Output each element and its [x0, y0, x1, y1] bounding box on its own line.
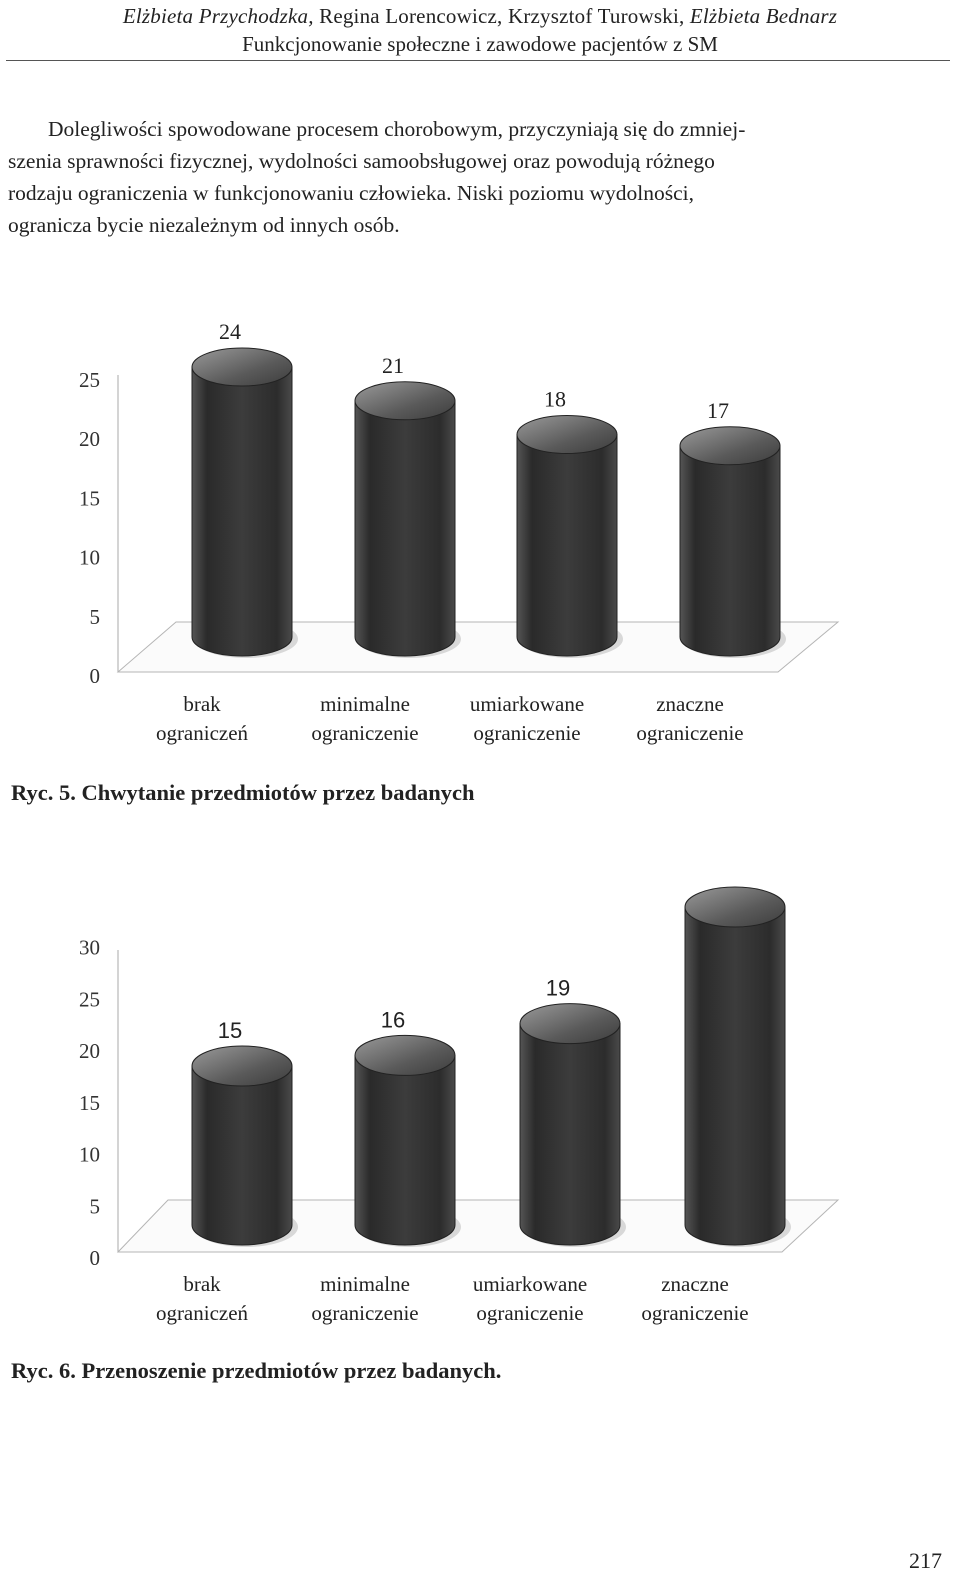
chart-floor: [116, 1199, 840, 1253]
x-tick-label: ograniczenie: [311, 721, 418, 745]
figure-6-chart: 0 5 10 15 20 25 30 15 brak ograniczeń 16 minimalne o…: [0, 880, 960, 1350]
x-tick-label: ograniczenie: [476, 1301, 583, 1325]
x-tick-label: umiarkowane: [473, 1272, 587, 1296]
data-label: 18: [544, 387, 566, 412]
x-tick-label: ograniczeń: [156, 721, 249, 745]
figure-5-svg: 0 5 10 15 20 25 24 brak ograniczeń 21 minimalne ogr…: [79, 319, 840, 745]
data-label: 17: [707, 398, 729, 423]
y-tick-label: 25: [79, 987, 100, 1011]
bar: [354, 381, 461, 658]
author-4: Elżbieta Bednarz: [684, 4, 838, 28]
author-1: Elżbieta Przychodzka,: [122, 4, 314, 28]
figure-6-svg: 0 5 10 15 20 25 30 15 brak ograniczeń 16 minimalne o…: [79, 880, 840, 1325]
x-tick-label: minimalne: [320, 692, 410, 716]
x-tick-label: znaczne: [656, 692, 724, 716]
figure-5-chart: 0 5 10 15 20 25 24 brak ograniczeń 21 minimalne ogr…: [0, 300, 960, 760]
y-tick-label: 5: [90, 1194, 101, 1218]
x-tick-label: minimalne: [320, 1272, 410, 1296]
x-tick-label: ograniczenie: [311, 1301, 418, 1325]
data-label: 16: [381, 1007, 405, 1032]
header-rule: [6, 60, 950, 61]
paragraph-line: rodzaju ograniczenia w funkcjonowaniu cz…: [8, 181, 695, 205]
bar: [354, 1034, 461, 1247]
data-label: 19: [546, 976, 570, 1001]
page-number: 217: [909, 1548, 942, 1573]
paragraph-line: Dolegliwości spowodowane procesem chorob…: [48, 117, 746, 141]
paragraph-line: ogranicza bycie niezależnym od innych os…: [8, 213, 400, 237]
bar: [516, 415, 623, 658]
header-subtitle: Funkcjonowanie społeczne i zawodowe pacj…: [242, 32, 718, 56]
x-tick-label: ograniczeń: [156, 1301, 249, 1325]
x-tick-label: znaczne: [661, 1272, 729, 1296]
x-tick-label: ograniczenie: [641, 1301, 748, 1325]
y-tick-label: 10: [79, 1143, 100, 1167]
y-tick-label: 15: [79, 1091, 100, 1115]
x-tick-label: ograniczenie: [636, 721, 743, 745]
y-tick-label: 20: [79, 1039, 100, 1063]
bar: [519, 1003, 626, 1247]
data-label: 30: [711, 880, 735, 884]
x-tick-label: brak: [183, 1272, 221, 1296]
authors-middle: Regina Lorencowicz, Krzysztof Turowski,: [313, 4, 685, 28]
chart-floor: [116, 621, 840, 673]
header-authors: Elżbieta Przychodzka, Regina Lorencowicz…: [0, 2, 960, 30]
data-label: 24: [219, 319, 241, 344]
y-tick-label: 0: [90, 1246, 101, 1270]
bar: [684, 886, 791, 1247]
x-tick-label: umiarkowane: [470, 692, 584, 716]
data-label: 15: [218, 1018, 242, 1043]
figure-6-caption: Ryc. 6. Przenoszenie przedmiotów przez b…: [11, 1358, 502, 1383]
y-tick-label: 30: [79, 936, 100, 960]
paragraph-line: szenia sprawności fizycznej, wydolności …: [8, 149, 715, 173]
x-tick-label: brak: [183, 692, 221, 716]
bar: [191, 1045, 298, 1247]
running-header: Elżbieta Przychodzka, Regina Lorencowicz…: [0, 0, 960, 58]
x-tick-label: ograniczenie: [473, 721, 580, 745]
figure-5-caption: Ryc. 5. Chwytanie przedmiotów przez bada…: [11, 780, 475, 805]
y-tick-label: 15: [79, 486, 100, 510]
bar: [679, 426, 786, 658]
y-tick-label: 10: [79, 546, 100, 570]
y-tick-label: 5: [90, 605, 101, 629]
y-tick-label: 25: [79, 368, 100, 392]
body-paragraph: Dolegliwości spowodowane procesem chorob…: [8, 113, 953, 241]
data-label: 21: [382, 353, 404, 378]
bar: [191, 347, 298, 658]
y-tick-label: 0: [90, 664, 101, 688]
y-tick-label: 20: [79, 427, 100, 451]
